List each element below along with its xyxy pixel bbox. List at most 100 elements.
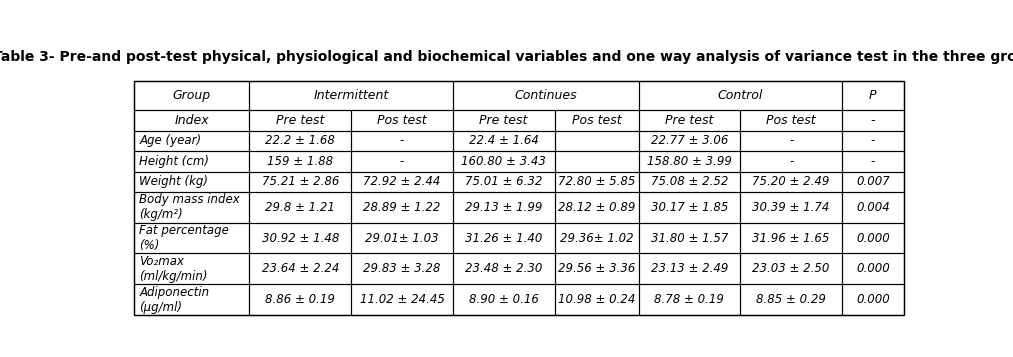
Bar — [638, 284, 741, 315]
Text: Height (cm): Height (cm) — [139, 155, 210, 168]
Text: 160.80 ± 3.43: 160.80 ± 3.43 — [461, 155, 546, 168]
Text: Continues: Continues — [515, 89, 577, 102]
Bar — [453, 131, 554, 151]
Bar — [554, 223, 638, 253]
Bar — [249, 223, 352, 253]
Bar — [741, 110, 842, 131]
Bar — [135, 223, 249, 253]
Text: 72.92 ± 2.44: 72.92 ± 2.44 — [364, 175, 441, 188]
Bar — [135, 192, 249, 223]
Text: 22.77 ± 3.06: 22.77 ± 3.06 — [650, 134, 728, 147]
Bar — [842, 253, 904, 284]
Text: -: - — [870, 114, 875, 127]
Text: Vo₂max
(ml/kg/min): Vo₂max (ml/kg/min) — [139, 255, 208, 283]
Bar — [249, 192, 352, 223]
Text: 23.03 ± 2.50: 23.03 ± 2.50 — [753, 262, 830, 275]
Text: 23.13 ± 2.49: 23.13 ± 2.49 — [650, 262, 728, 275]
Bar — [352, 192, 453, 223]
Bar — [741, 131, 842, 151]
Bar — [135, 284, 249, 315]
Bar — [249, 131, 352, 151]
Bar — [352, 223, 453, 253]
Bar — [842, 223, 904, 253]
Bar — [249, 151, 352, 171]
Text: Pos test: Pos test — [766, 114, 815, 127]
Text: 23.64 ± 2.24: 23.64 ± 2.24 — [261, 262, 339, 275]
Text: 8.90 ± 0.16: 8.90 ± 0.16 — [469, 293, 539, 306]
Text: Adiponectin
(µg/ml): Adiponectin (µg/ml) — [139, 286, 210, 313]
Bar — [842, 192, 904, 223]
Bar — [249, 81, 453, 110]
Text: -: - — [789, 155, 793, 168]
Text: 75.20 ± 2.49: 75.20 ± 2.49 — [753, 175, 830, 188]
Bar — [352, 284, 453, 315]
Text: 29.13 ± 1.99: 29.13 ± 1.99 — [465, 201, 542, 214]
Text: 22.4 ± 1.64: 22.4 ± 1.64 — [469, 134, 539, 147]
Bar — [554, 171, 638, 192]
Bar — [352, 110, 453, 131]
Text: 11.02 ± 24.45: 11.02 ± 24.45 — [360, 293, 445, 306]
Text: Control: Control — [717, 89, 763, 102]
Text: 29.56 ± 3.36: 29.56 ± 3.36 — [558, 262, 635, 275]
Text: Pos test: Pos test — [571, 114, 621, 127]
Bar — [249, 253, 352, 284]
Text: Table 3- Pre-and post-test physical, physiological and biochemical variables and: Table 3- Pre-and post-test physical, phy… — [0, 50, 1013, 64]
Text: 8.78 ± 0.19: 8.78 ± 0.19 — [654, 293, 724, 306]
Bar — [554, 131, 638, 151]
Bar — [842, 171, 904, 192]
Text: 29.8 ± 1.21: 29.8 ± 1.21 — [265, 201, 335, 214]
Text: 0.000: 0.000 — [856, 232, 889, 245]
Text: Pre test: Pre test — [479, 114, 528, 127]
Text: 28.89 ± 1.22: 28.89 ± 1.22 — [364, 201, 441, 214]
Bar — [842, 151, 904, 171]
Bar — [638, 192, 741, 223]
Text: 8.86 ± 0.19: 8.86 ± 0.19 — [265, 293, 335, 306]
Bar — [741, 171, 842, 192]
Text: -: - — [871, 134, 875, 147]
Bar — [638, 151, 741, 171]
Bar — [842, 81, 904, 110]
Bar — [554, 192, 638, 223]
Bar — [638, 81, 842, 110]
Bar — [453, 192, 554, 223]
Bar — [453, 253, 554, 284]
Bar — [135, 171, 249, 192]
Bar — [638, 110, 741, 131]
Text: 158.80 ± 3.99: 158.80 ± 3.99 — [647, 155, 731, 168]
Text: 72.80 ± 5.85: 72.80 ± 5.85 — [558, 175, 635, 188]
Bar — [135, 253, 249, 284]
Bar — [453, 223, 554, 253]
Text: 31.80 ± 1.57: 31.80 ± 1.57 — [650, 232, 728, 245]
Text: 0.000: 0.000 — [856, 293, 889, 306]
Text: P: P — [869, 89, 876, 102]
Bar — [842, 284, 904, 315]
Bar — [638, 223, 741, 253]
Text: 75.21 ± 2.86: 75.21 ± 2.86 — [261, 175, 339, 188]
Bar — [453, 171, 554, 192]
Bar — [249, 171, 352, 192]
Text: -: - — [789, 134, 793, 147]
Bar — [741, 253, 842, 284]
Text: 0.007: 0.007 — [856, 175, 889, 188]
Bar — [554, 151, 638, 171]
Bar — [135, 131, 249, 151]
Text: 23.48 ± 2.30: 23.48 ± 2.30 — [465, 262, 542, 275]
Text: -: - — [400, 134, 404, 147]
Text: 75.08 ± 2.52: 75.08 ± 2.52 — [650, 175, 728, 188]
Bar — [638, 253, 741, 284]
Bar — [249, 284, 352, 315]
Bar — [554, 110, 638, 131]
Text: Weight (kg): Weight (kg) — [139, 175, 209, 188]
Text: Pre test: Pre test — [666, 114, 713, 127]
Text: Group: Group — [173, 89, 211, 102]
Text: 30.17 ± 1.85: 30.17 ± 1.85 — [650, 201, 728, 214]
Text: Pos test: Pos test — [377, 114, 426, 127]
Bar — [453, 110, 554, 131]
Text: 0.004: 0.004 — [856, 201, 889, 214]
Bar — [352, 151, 453, 171]
Text: 28.12 ± 0.89: 28.12 ± 0.89 — [558, 201, 635, 214]
Text: Intermittent: Intermittent — [313, 89, 389, 102]
Text: 22.2 ± 1.68: 22.2 ± 1.68 — [265, 134, 335, 147]
Text: 159 ± 1.88: 159 ± 1.88 — [267, 155, 333, 168]
Bar — [741, 284, 842, 315]
